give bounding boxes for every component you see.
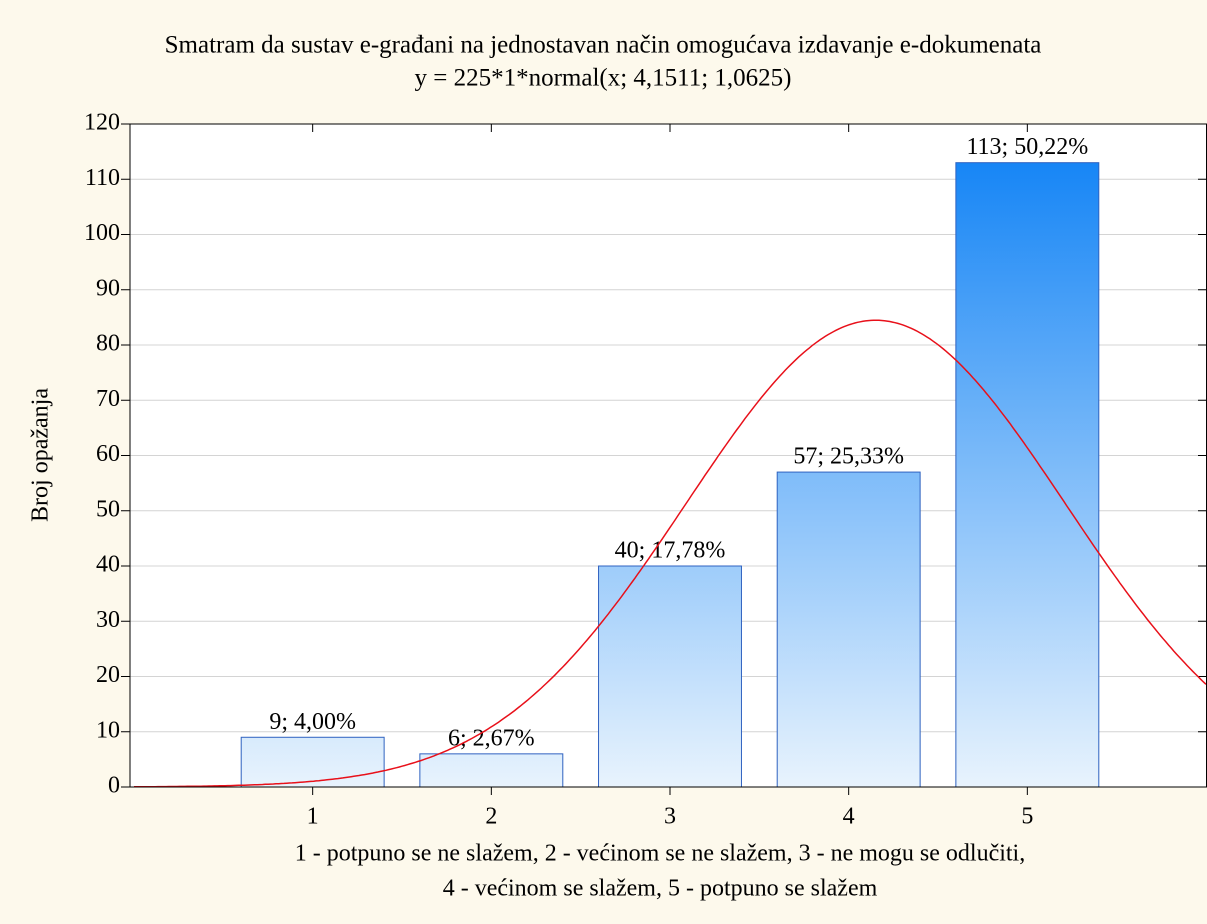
bar — [598, 565, 742, 788]
y-tick-label: 90 — [96, 275, 120, 301]
y-axis-label: Broj opažanja — [28, 388, 54, 522]
fit-curve — [134, 319, 1207, 787]
value-label: 40; 17,78% — [615, 538, 726, 564]
x-tick-label: 1 — [307, 804, 319, 830]
y-tick-label: 60 — [96, 441, 120, 467]
y-tick-label: 20 — [96, 662, 120, 688]
x-tick-label: 4 — [843, 804, 855, 830]
y-tick-label: 0 — [108, 773, 120, 799]
y-tick-label: 10 — [96, 717, 120, 743]
y-tick-label: 40 — [96, 552, 120, 578]
y-tick-label: 30 — [96, 607, 120, 633]
value-label: 6; 2,67% — [448, 725, 535, 751]
bar — [776, 471, 921, 788]
x-tick-label: 3 — [664, 804, 676, 830]
x-tick-label: 2 — [485, 804, 497, 830]
bar — [419, 753, 564, 788]
y-tick-label: 120 — [84, 110, 120, 136]
value-label: 113; 50,22% — [966, 134, 1088, 160]
x-tick-label: 5 — [1021, 804, 1033, 830]
bar — [240, 736, 385, 788]
chart-title: Smatram da sustav e-građani na jednostav… — [165, 32, 1042, 59]
y-tick-label: 80 — [96, 331, 120, 357]
y-tick-label: 110 — [85, 165, 120, 191]
y-tick-label: 70 — [96, 386, 120, 412]
bar — [955, 162, 1100, 788]
value-label: 9; 4,00% — [269, 709, 356, 735]
chart-subtitle: y = 225*1*normal(x; 4,1511; 1,0625) — [414, 65, 791, 92]
x-axis-label: 1 - potpuno se ne slažem, 2 - većinom se… — [295, 841, 1025, 867]
value-label: 57; 25,33% — [793, 444, 904, 470]
y-tick-label: 50 — [96, 496, 120, 522]
y-tick-label: 100 — [84, 220, 120, 246]
x-axis-label: 4 - većinom se slažem, 5 - potpuno se sl… — [443, 876, 878, 902]
